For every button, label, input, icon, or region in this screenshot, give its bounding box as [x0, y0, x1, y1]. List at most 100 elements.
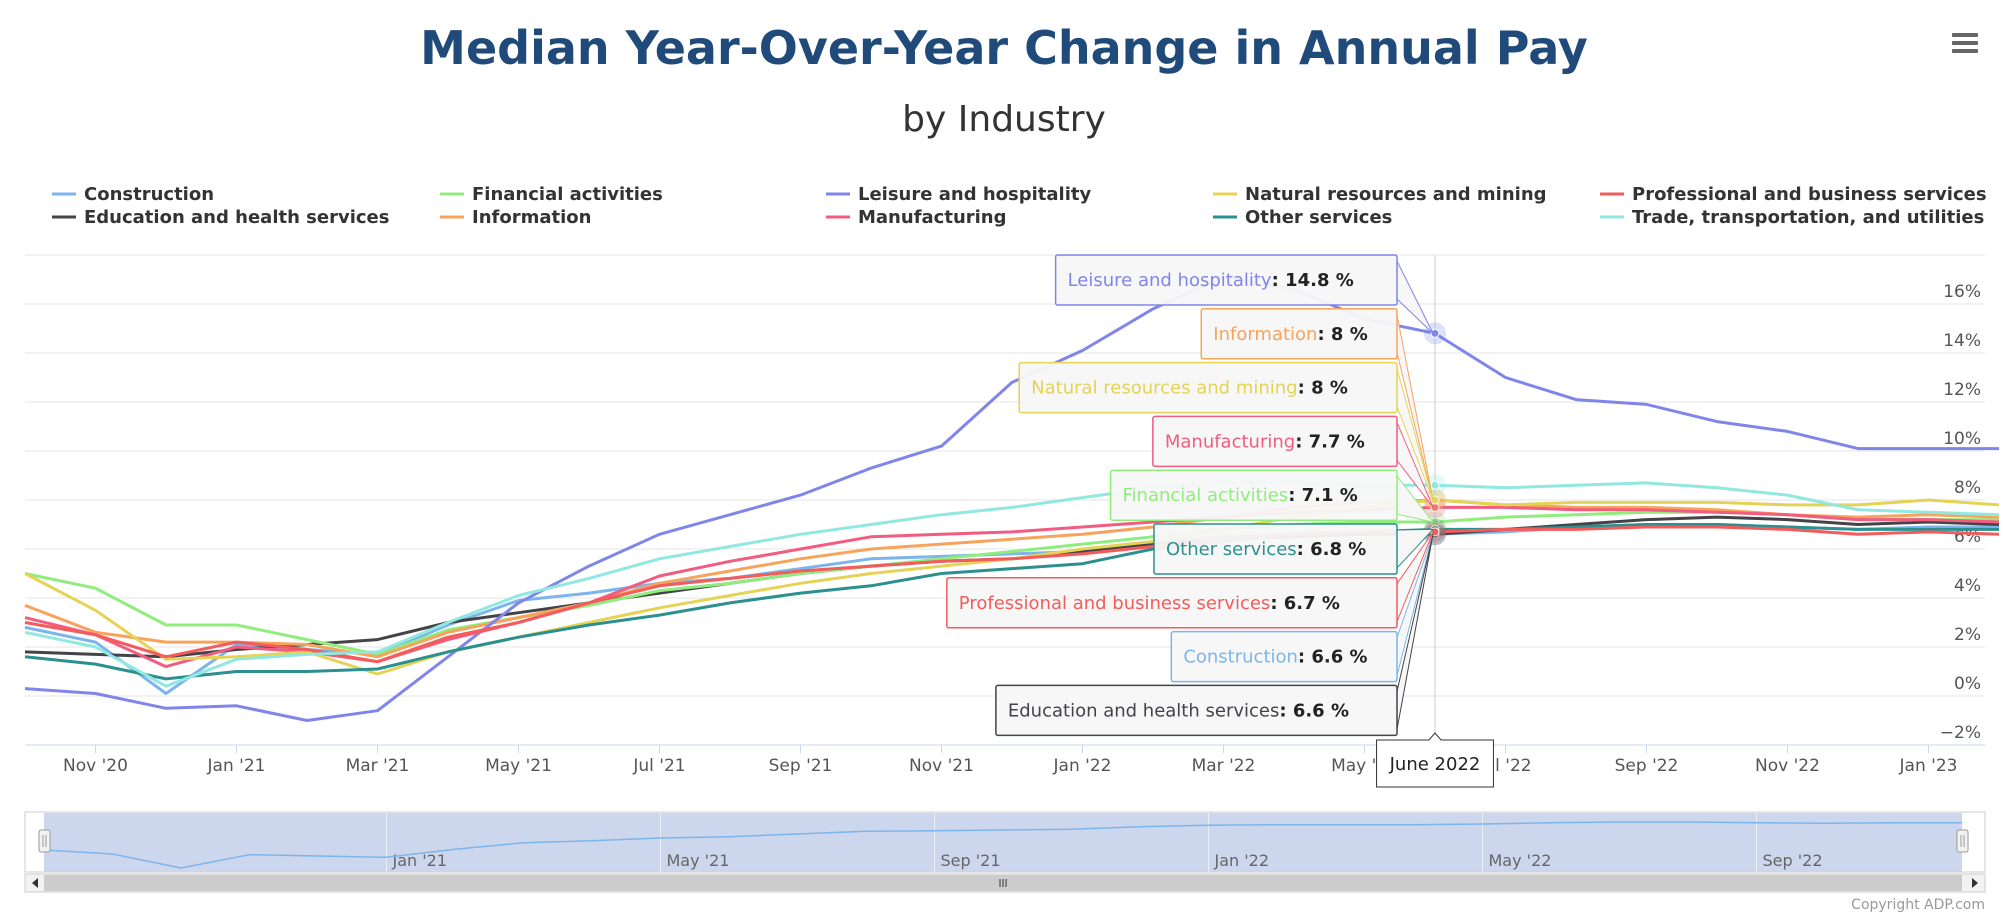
series-line-professional-and-business-services[interactable] — [24, 525, 2000, 664]
y-tick-label: 16% — [1943, 282, 1981, 302]
legend-label: Construction — [84, 184, 214, 205]
tooltip-value: : 14.8 % — [1272, 270, 1354, 291]
tooltip-construction: Construction: 6.6 % — [1170, 534, 1434, 683]
legend-label: Financial activities — [472, 184, 663, 205]
tooltip-text: Leisure and hospitality: 14.8 % — [1068, 270, 1354, 291]
tooltip-value: : 6.6 % — [1298, 647, 1368, 668]
series-lines — [24, 275, 2000, 722]
tooltip-text: Information: 8 % — [1213, 324, 1368, 345]
tooltip-box — [1054, 254, 1398, 306]
series-line-other-services[interactable] — [24, 523, 1999, 681]
tooltip-box — [1200, 308, 1398, 360]
legend-item-construction[interactable]: Construction — [52, 184, 214, 205]
hover-point — [1430, 480, 1440, 490]
legend-item-education-and-health-services[interactable]: Education and health services — [52, 207, 389, 228]
x-tick-label: Jan '23 — [1899, 756, 1958, 776]
hamburger-menu-icon[interactable] — [1952, 33, 1978, 53]
legend-item-natural-resources-and-mining[interactable]: Natural resources and mining — [1213, 184, 1547, 205]
tooltip-leisure-and-hospitality: Leisure and hospitality: 14.8 % — [1054, 254, 1434, 334]
tooltip-box — [1109, 469, 1398, 521]
legend-label: Manufacturing — [858, 207, 1007, 228]
y-tick-label: 4% — [1954, 576, 1981, 596]
hover-x-label: June 2022 — [1376, 732, 1494, 788]
x-tick-label: Mar '21 — [346, 756, 410, 776]
hover-point — [1430, 328, 1440, 338]
tooltip-text: Construction: 6.6 % — [1183, 647, 1367, 668]
legend-label: Trade, transportation, and utilities — [1632, 207, 1984, 228]
tooltip-other-services: Other services: 6.8 % — [1153, 523, 1435, 575]
svg-text:June 2022: June 2022 — [1389, 754, 1481, 775]
series-line-leisure-and-hospitality[interactable] — [24, 275, 1999, 722]
tooltip-pointer — [1396, 260, 1434, 334]
tooltip-box — [1170, 630, 1398, 683]
tooltip-text: Other services: 6.8 % — [1166, 539, 1366, 560]
x-tick-label: May '21 — [485, 756, 552, 776]
legend-label: Natural resources and mining — [1245, 184, 1547, 205]
scroll-right-arrow-icon[interactable] — [1972, 878, 1978, 888]
navigator-labels: Jan '21 May '21 Sep '21 Jan '22 May '22 Sep '… — [386, 813, 1823, 872]
tooltip-text: Financial activities: 7.1 % — [1122, 485, 1357, 506]
x-tick-label: Nov '20 — [63, 756, 128, 776]
series-line-trade-transportation-and-utilities[interactable] — [24, 481, 2000, 688]
scrollbar-grip-icon[interactable] — [999, 879, 1007, 887]
y-tick-label: 10% — [1943, 429, 1981, 449]
scroll-left-arrow-icon[interactable] — [32, 878, 38, 888]
legend-label: Education and health services — [84, 207, 389, 228]
navigator[interactable]: Jan '21 May '21 Sep '21 Jan '22 May '22 Sep '… — [24, 811, 2008, 873]
tooltip-box — [1152, 415, 1398, 468]
navigator-tick-label: May '22 — [1489, 851, 1552, 870]
legend-item-information[interactable]: Information — [440, 207, 591, 228]
tooltip-manufacturing: Manufacturing: 7.7 % — [1152, 415, 1434, 508]
x-axis: Nov '20 Jan '21 Mar '21 May '21 Jul '21 Sep '… — [25, 744, 1985, 776]
legend-item-professional-and-business-services[interactable]: Professional and business services — [1600, 184, 1987, 205]
legend-label: Leisure and hospitality — [858, 184, 1091, 205]
tooltip-box — [995, 684, 1398, 737]
navigator-tick-label: May '21 — [667, 851, 730, 870]
navigator-tick-label: Jan '22 — [1214, 851, 1270, 870]
chart-subtitle: by Industry — [902, 99, 1106, 140]
tooltip-natural-resources-and-mining: Natural resources and mining: 8 % — [1018, 361, 1434, 501]
tooltip-text: Education and health services: 6.6 % — [1008, 700, 1349, 721]
navigator-line — [43, 821, 1962, 869]
tooltip-box — [946, 577, 1398, 629]
series-line-financial-activities[interactable] — [24, 510, 1999, 656]
tooltip-text: Natural resources and mining: 8 % — [1031, 378, 1348, 399]
x-tick-label: Sep '22 — [1615, 756, 1679, 776]
navigator-tick-label: Sep '22 — [1763, 851, 1823, 870]
tooltip-financial-activities: Financial activities: 7.1 % — [1109, 469, 1435, 523]
legend-label: Information — [472, 207, 591, 228]
tooltip-value: : 6.8 % — [1297, 539, 1367, 560]
legend-item-trade-transportation-and-utilities[interactable]: Trade, transportation, and utilities — [1600, 207, 1984, 228]
navigator-selected-range[interactable] — [44, 813, 1962, 872]
scrollbar[interactable] — [24, 873, 1986, 893]
tooltip-box — [1018, 361, 1398, 414]
tooltip-value: : 8 % — [1317, 324, 1367, 345]
tooltip-text: Manufacturing: 7.7 % — [1165, 431, 1365, 452]
y-tick-label: 8% — [1954, 478, 1981, 498]
x-tick-label: Mar '22 — [1192, 756, 1256, 776]
x-tick-label: Nov '22 — [1755, 756, 1820, 776]
x-tick-label: Jan '22 — [1053, 756, 1112, 776]
y-tick-label: −2% — [1940, 723, 1981, 743]
tooltip-value: : 6.7 % — [1270, 593, 1340, 614]
legend-item-leisure-and-hospitality[interactable]: Leisure and hospitality — [826, 184, 1091, 205]
legend-item-manufacturing[interactable]: Manufacturing — [826, 207, 1007, 228]
y-tick-label: 2% — [1954, 625, 1981, 645]
x-tick-label: Jul '21 — [632, 756, 685, 776]
legend-item-other-services[interactable]: Other services — [1213, 207, 1392, 228]
legend-item-financial-activities[interactable]: Financial activities — [440, 184, 663, 205]
tooltip-information: Information: 8 % — [1200, 308, 1434, 501]
legend-label: Professional and business services — [1632, 184, 1987, 205]
navigator-tick-label: Sep '21 — [941, 851, 1001, 870]
navigator-right-handle[interactable] — [1956, 829, 1969, 853]
tooltip-professional-and-business-services: Professional and business services: 6.7 … — [946, 531, 1434, 629]
x-tick-label: Sep '21 — [769, 756, 833, 776]
y-tick-label: 12% — [1943, 380, 1981, 400]
tooltip-value: : 6.6 % — [1279, 700, 1349, 721]
tooltip-value: : 8 % — [1298, 378, 1348, 399]
tooltip-box — [1153, 523, 1398, 575]
navigator-left-handle[interactable] — [38, 829, 51, 853]
tooltip-education-and-health-services: Education and health services: 6.6 % — [995, 534, 1434, 737]
